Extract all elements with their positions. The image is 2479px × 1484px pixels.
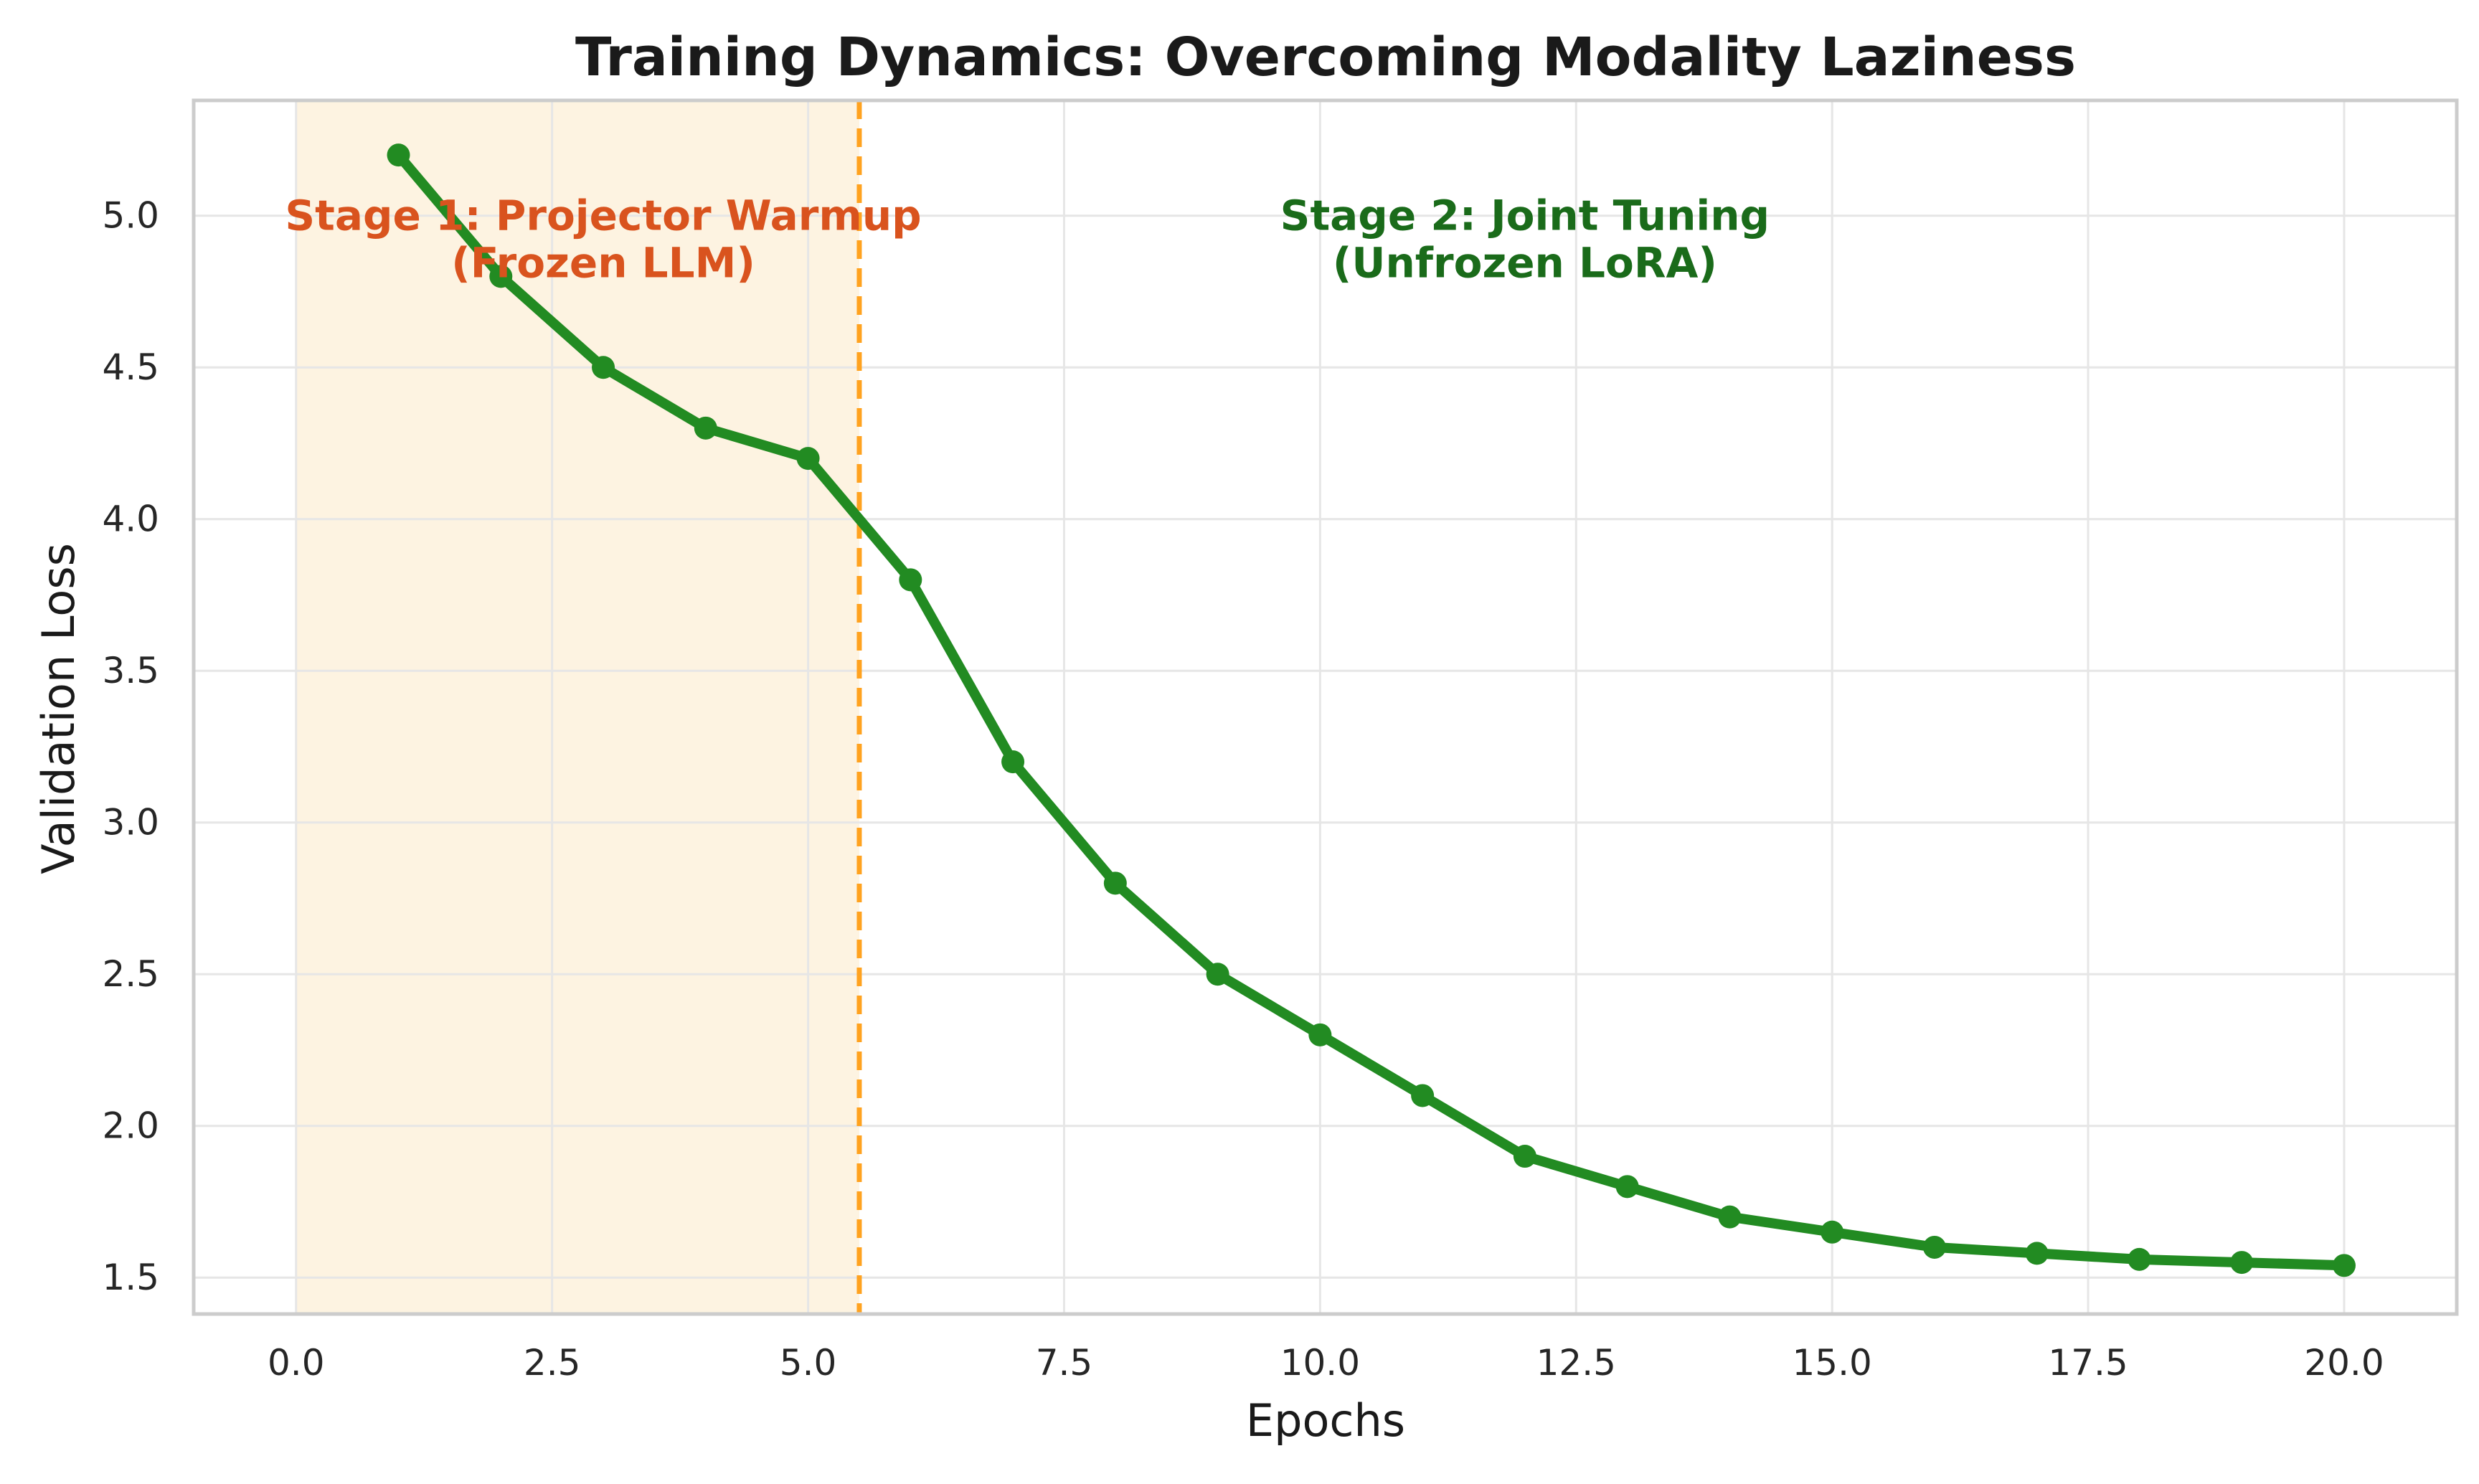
y-tick-label-7: 5.0: [102, 195, 159, 237]
data-point-4: [796, 447, 820, 471]
stage1-shaded-region: [296, 100, 859, 1314]
x-tick-label-7: 17.5: [2048, 1342, 2128, 1384]
data-point-12: [1615, 1175, 1639, 1199]
data-point-19: [2332, 1254, 2356, 1277]
x-tick-label-8: 20.0: [2304, 1342, 2384, 1384]
data-point-16: [2025, 1242, 2049, 1265]
y-tick-label-0: 1.5: [102, 1257, 159, 1298]
stage1-annotation: Stage 1: Projector Warmup (Frozen LLM): [285, 192, 921, 288]
stage2-annotation-line-0: Stage 2: Joint Tuning: [1280, 192, 1770, 240]
shaded-region-layer: [296, 100, 859, 1314]
data-point-3: [694, 416, 717, 440]
stage2-annotation-line-1: (Unfrozen LoRA): [1333, 239, 1717, 288]
data-point-8: [1206, 963, 1229, 986]
data-point-5: [899, 568, 922, 592]
y-axis-label: Validation Loss: [32, 543, 85, 874]
data-point-6: [1001, 750, 1025, 774]
data-point-15: [1922, 1235, 1946, 1259]
data-point-13: [1718, 1205, 1742, 1229]
y-tick-label-1: 2.0: [102, 1105, 159, 1147]
stage2-annotation: Stage 2: Joint Tuning (Unfrozen LoRA): [1280, 192, 1770, 288]
data-point-11: [1513, 1145, 1536, 1168]
chart-title: Training Dynamics: Overcoming Modality L…: [575, 27, 2076, 88]
stage1-annotation-line-1: (Frozen LLM): [451, 239, 755, 288]
x-tick-label-2: 5.0: [780, 1342, 837, 1384]
y-tick-label-5: 4.0: [102, 498, 159, 540]
x-axis-label: Epochs: [1246, 1394, 1405, 1447]
x-tick-label-1: 2.5: [524, 1342, 581, 1384]
data-point-14: [1821, 1220, 1844, 1244]
y-tick-label-2: 2.5: [102, 953, 159, 995]
series-layer: [387, 143, 2356, 1277]
x-tick-label-3: 7.5: [1036, 1342, 1093, 1384]
plot-frame-layer: [192, 98, 2459, 1316]
x-tick-label-6: 15.0: [1792, 1342, 1871, 1384]
data-point-1: [489, 265, 513, 288]
stage1-annotation-line-0: Stage 1: Projector Warmup: [285, 192, 921, 240]
series-line-0: [393, 150, 2349, 1271]
data-point-0: [387, 143, 410, 167]
x-tick-label-4: 10.0: [1280, 1342, 1360, 1384]
data-point-10: [1411, 1084, 1435, 1107]
y-tick-label-4: 3.5: [102, 650, 159, 691]
y-tick-labels: 1.5 2.0 2.5 3.0 3.5 4.0 4.5 5.0: [102, 195, 159, 1299]
data-point-18: [2230, 1251, 2254, 1275]
data-point-9: [1308, 1023, 1332, 1046]
y-tick-label-6: 4.5: [102, 346, 159, 388]
grid-layer: [194, 100, 2457, 1314]
data-point-7: [1103, 871, 1127, 895]
data-point-2: [592, 356, 615, 379]
data-point-17: [2128, 1247, 2151, 1271]
x-tick-labels: 0.0 2.5 5.0 7.5 10.0 12.5 15.0 17.5 20.0: [268, 1342, 2384, 1384]
x-tick-label-5: 12.5: [1536, 1342, 1616, 1384]
y-tick-label-3: 3.0: [102, 802, 159, 843]
x-tick-label-0: 0.0: [268, 1342, 325, 1384]
plot-frame: [192, 98, 2459, 1316]
annotation-layer: Stage 1: Projector Warmup (Frozen LLM)Sta…: [285, 192, 1770, 288]
